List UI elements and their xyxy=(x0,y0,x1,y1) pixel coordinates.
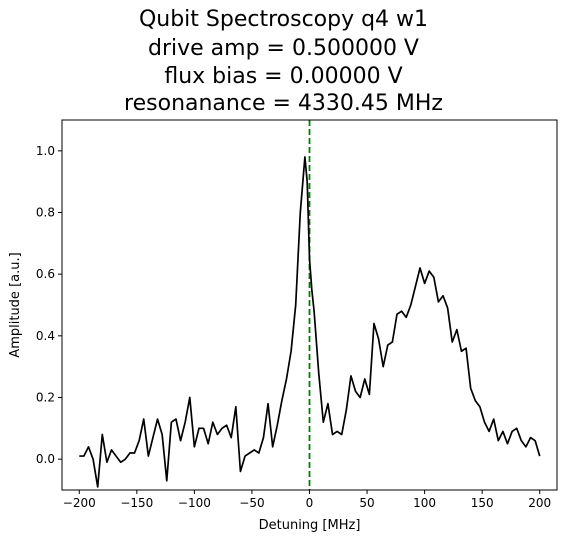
chart-title-line-4: resonanance = 4330.45 MHz xyxy=(124,91,443,116)
chart-title-line-2: drive amp = 0.500000 V xyxy=(148,36,419,61)
chart-title-line-1: Qubit Spectroscopy q4 w1 xyxy=(138,7,429,32)
x-tick-label: 100 xyxy=(413,496,436,510)
y-tick-label: 0.0 xyxy=(36,452,55,466)
series-line-0 xyxy=(79,156,541,488)
y-tick-label: 1.0 xyxy=(36,144,55,158)
y-tick-label: 0.8 xyxy=(36,206,55,220)
x-tick-label: 200 xyxy=(528,496,551,510)
y-axis-label: Amplitude [a.u.] xyxy=(8,252,23,357)
x-tick-label: −150 xyxy=(120,496,153,510)
chart-title-line-3: flux bias = 0.00000 V xyxy=(164,64,403,89)
y-tick-label: 0.6 xyxy=(36,267,55,281)
x-axis-label: Detuning [MHz] xyxy=(259,518,361,533)
x-tick-label: 50 xyxy=(359,496,374,510)
x-tick-label: −50 xyxy=(239,496,264,510)
x-tick-label: −100 xyxy=(178,496,211,510)
x-tick-label: 0 xyxy=(306,496,314,510)
y-tick-label: 0.2 xyxy=(36,391,55,405)
x-tick-label: 150 xyxy=(471,496,494,510)
x-tick-label: −200 xyxy=(63,496,96,510)
y-tick-label: 0.4 xyxy=(36,329,55,343)
